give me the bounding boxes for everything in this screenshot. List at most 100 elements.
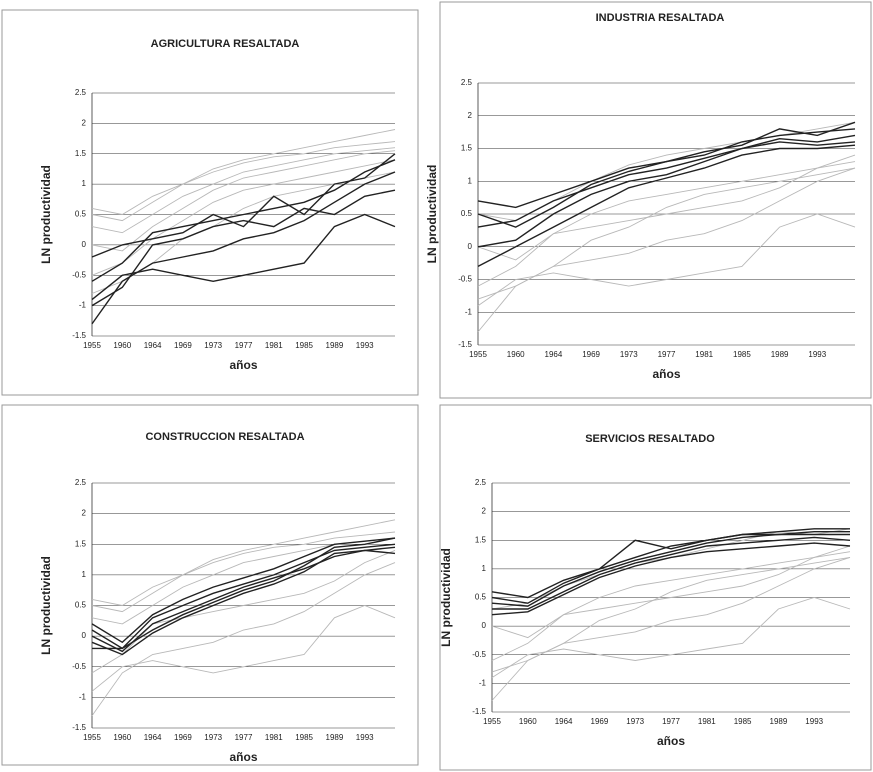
x-axis-title: años bbox=[657, 734, 685, 748]
series-line bbox=[91, 537, 396, 644]
x-axis-title: años bbox=[652, 367, 680, 381]
x-tick-label: 1993 bbox=[808, 350, 826, 359]
x-tick-label: 1969 bbox=[174, 341, 192, 350]
x-tick-label: 1993 bbox=[356, 341, 374, 350]
y-tick-label: 0.5 bbox=[461, 209, 473, 218]
x-tick-label: 1969 bbox=[174, 733, 192, 742]
series-line bbox=[477, 161, 856, 261]
series-line bbox=[491, 542, 851, 616]
x-axis-title: años bbox=[229, 358, 257, 372]
series-line bbox=[491, 545, 851, 661]
y-axis-title: LN productividad bbox=[425, 165, 439, 264]
y-tick-label: -1.5 bbox=[458, 340, 472, 349]
series-line bbox=[491, 528, 850, 599]
series-line bbox=[91, 141, 396, 215]
series-line bbox=[91, 171, 396, 325]
series-line bbox=[491, 597, 851, 678]
y-axis-title: LN productividad bbox=[39, 165, 53, 264]
x-tick-label: 1955 bbox=[469, 350, 487, 359]
series-line bbox=[91, 159, 396, 282]
y-tick-label: 1 bbox=[482, 564, 487, 573]
series-line bbox=[477, 154, 856, 287]
x-tick-label: 1955 bbox=[483, 717, 501, 726]
y-tick-label: 0 bbox=[82, 240, 87, 249]
y-tick-label: 2.5 bbox=[475, 478, 487, 487]
series-line bbox=[491, 531, 850, 607]
series-line bbox=[91, 562, 396, 717]
y-tick-label: 1 bbox=[468, 176, 473, 185]
x-tick-label: 1973 bbox=[620, 350, 638, 359]
y-tick-label: 2 bbox=[82, 509, 87, 518]
series-line bbox=[91, 129, 396, 222]
x-tick-label: 1960 bbox=[113, 341, 131, 350]
series-line bbox=[477, 213, 856, 307]
x-tick-label: 1989 bbox=[771, 350, 789, 359]
y-tick-label: -0.5 bbox=[72, 270, 86, 279]
series-line bbox=[91, 189, 396, 307]
series-line bbox=[477, 167, 856, 300]
series-line bbox=[477, 134, 856, 228]
y-tick-label: 2 bbox=[468, 111, 473, 120]
x-tick-label: 1985 bbox=[295, 341, 313, 350]
y-tick-label: -1.5 bbox=[72, 331, 86, 340]
y-tick-label: 0.5 bbox=[75, 210, 87, 219]
y-tick-label: 2 bbox=[82, 118, 87, 127]
panel-frame bbox=[439, 404, 872, 771]
chart-title: SERVICIOS RESALTADO bbox=[585, 433, 715, 445]
series-line bbox=[492, 536, 851, 610]
x-tick-label: 1989 bbox=[326, 341, 344, 350]
x-tick-label: 1960 bbox=[113, 733, 131, 742]
chart-title: CONSTRUCCION RESALTADA bbox=[145, 431, 304, 443]
y-tick-label: 2.5 bbox=[461, 78, 473, 87]
x-tick-label: 1969 bbox=[582, 350, 600, 359]
series-line bbox=[491, 551, 851, 639]
y-tick-label: 2.5 bbox=[75, 478, 87, 487]
y-tick-label: 0.5 bbox=[75, 601, 87, 610]
y-tick-label: -1 bbox=[479, 678, 487, 687]
y-tick-label: 0 bbox=[468, 242, 473, 251]
x-axis-title: años bbox=[229, 750, 257, 764]
y-tick-label: 0 bbox=[82, 631, 87, 640]
x-tick-label: 1969 bbox=[591, 717, 609, 726]
series-line bbox=[91, 147, 396, 234]
y-tick-label: 1.5 bbox=[475, 535, 487, 544]
chart-title: INDUSTRIA RESALTADA bbox=[596, 12, 725, 24]
x-tick-label: 1973 bbox=[204, 733, 222, 742]
y-tick-label: 1.5 bbox=[75, 539, 87, 548]
panel-frame bbox=[439, 1, 872, 399]
y-tick-label: -0.5 bbox=[472, 650, 486, 659]
series-line bbox=[91, 543, 396, 650]
series-line bbox=[91, 549, 396, 656]
series-line bbox=[91, 605, 396, 692]
x-tick-label: 1981 bbox=[695, 350, 713, 359]
series-line bbox=[91, 159, 396, 276]
x-tick-label: 1993 bbox=[356, 733, 374, 742]
x-tick-label: 1981 bbox=[265, 341, 283, 350]
y-axis-title: LN productividad bbox=[439, 548, 453, 647]
y-axis-title: LN productividad bbox=[39, 556, 53, 655]
y-tick-label: 1 bbox=[82, 570, 87, 579]
y-tick-label: 1.5 bbox=[75, 149, 87, 158]
y-tick-label: -0.5 bbox=[72, 662, 86, 671]
x-tick-label: 1973 bbox=[204, 341, 222, 350]
series-line bbox=[91, 546, 396, 653]
x-tick-label: 1993 bbox=[805, 717, 823, 726]
y-tick-label: 1 bbox=[82, 179, 87, 188]
panel-frame bbox=[1, 404, 419, 766]
chart-title: AGRICULTURA RESALTADA bbox=[151, 38, 300, 50]
x-tick-label: 1960 bbox=[507, 350, 525, 359]
y-tick-label: -1.5 bbox=[72, 723, 86, 732]
x-tick-label: 1981 bbox=[698, 717, 716, 726]
x-tick-label: 1960 bbox=[519, 717, 537, 726]
y-tick-label: -1 bbox=[79, 301, 87, 310]
y-tick-label: -1 bbox=[79, 692, 87, 701]
y-tick-label: 1.5 bbox=[461, 144, 473, 153]
x-tick-label: 1985 bbox=[733, 350, 751, 359]
series-line bbox=[91, 549, 396, 674]
x-tick-label: 1964 bbox=[144, 341, 162, 350]
series-line bbox=[92, 537, 396, 650]
x-tick-label: 1964 bbox=[555, 717, 573, 726]
panel-frame bbox=[1, 9, 419, 396]
x-tick-label: 1989 bbox=[770, 717, 788, 726]
